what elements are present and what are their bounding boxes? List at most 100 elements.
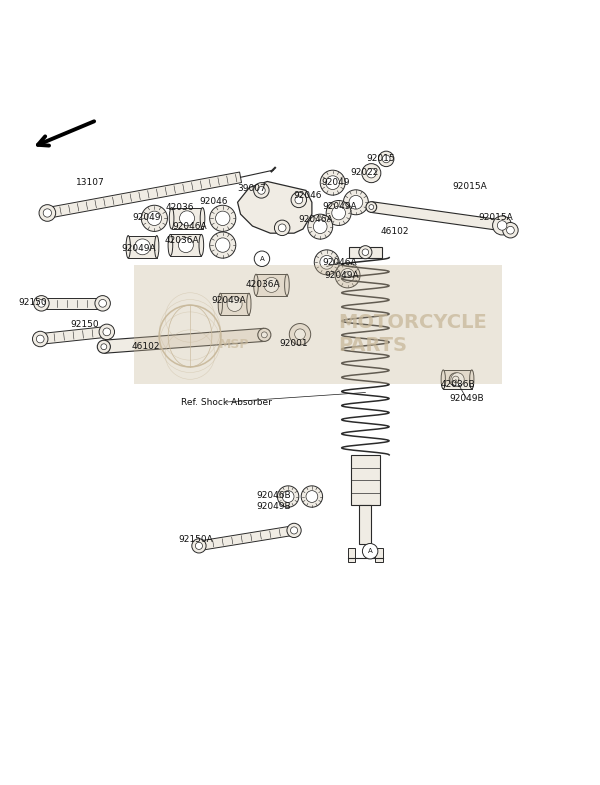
Circle shape	[452, 376, 459, 383]
Circle shape	[215, 238, 230, 252]
Ellipse shape	[155, 236, 159, 258]
Circle shape	[99, 324, 115, 340]
Text: 92150: 92150	[18, 298, 47, 307]
Text: MSP: MSP	[220, 338, 250, 352]
Text: 39007: 39007	[237, 184, 266, 193]
Circle shape	[134, 239, 151, 255]
Ellipse shape	[218, 294, 223, 315]
Circle shape	[274, 220, 290, 235]
Ellipse shape	[126, 236, 130, 258]
Circle shape	[278, 224, 286, 232]
Bar	[172, 207, 203, 229]
Text: 92046B: 92046B	[257, 491, 291, 500]
Circle shape	[295, 329, 305, 340]
Circle shape	[32, 331, 48, 347]
Circle shape	[335, 263, 360, 288]
Circle shape	[362, 249, 368, 255]
Circle shape	[320, 255, 334, 269]
Bar	[349, 246, 382, 257]
Text: 92046: 92046	[293, 191, 322, 199]
Text: 92001: 92001	[280, 338, 308, 348]
Circle shape	[196, 542, 203, 550]
Circle shape	[103, 328, 110, 336]
Circle shape	[101, 344, 107, 349]
Circle shape	[43, 209, 52, 217]
Text: 92046A: 92046A	[323, 258, 357, 268]
Text: 92150A: 92150A	[179, 535, 214, 545]
Text: 92049A: 92049A	[322, 202, 356, 211]
Circle shape	[291, 192, 307, 207]
Text: 42036: 42036	[166, 203, 194, 211]
Circle shape	[362, 163, 381, 183]
Circle shape	[227, 297, 242, 312]
Circle shape	[178, 238, 193, 253]
Ellipse shape	[254, 274, 259, 296]
Circle shape	[34, 296, 49, 311]
Circle shape	[493, 216, 512, 235]
Text: 92049A: 92049A	[211, 297, 246, 305]
Polygon shape	[103, 328, 265, 353]
Ellipse shape	[284, 274, 289, 296]
Circle shape	[301, 486, 323, 507]
Ellipse shape	[247, 294, 251, 315]
Circle shape	[506, 226, 514, 234]
Bar	[376, 548, 383, 562]
Text: 92049B: 92049B	[257, 502, 291, 511]
Circle shape	[179, 211, 194, 226]
Text: MOTORCYCLE
PARTS: MOTORCYCLE PARTS	[338, 313, 487, 356]
Circle shape	[359, 246, 372, 259]
Text: 92046: 92046	[200, 196, 228, 206]
Bar	[170, 235, 202, 256]
Text: 46102: 46102	[131, 341, 160, 351]
Text: 92049: 92049	[322, 178, 350, 187]
Circle shape	[192, 539, 206, 553]
Ellipse shape	[200, 207, 205, 229]
Text: 92015A: 92015A	[479, 213, 514, 221]
Circle shape	[349, 195, 363, 209]
Text: 92015: 92015	[366, 155, 395, 163]
Circle shape	[209, 232, 236, 258]
Ellipse shape	[168, 235, 173, 256]
Ellipse shape	[441, 370, 445, 389]
Circle shape	[320, 170, 345, 195]
Bar	[347, 548, 355, 562]
Text: A: A	[368, 548, 373, 554]
Circle shape	[295, 196, 302, 204]
Circle shape	[369, 205, 374, 210]
Circle shape	[326, 200, 351, 225]
Circle shape	[262, 332, 267, 338]
Circle shape	[147, 211, 161, 225]
Polygon shape	[46, 172, 242, 218]
Text: 42036A: 42036A	[245, 280, 280, 290]
Text: 42036A: 42036A	[165, 236, 200, 245]
Text: 46102: 46102	[381, 227, 409, 236]
Circle shape	[254, 183, 269, 198]
Polygon shape	[41, 298, 103, 309]
Circle shape	[326, 176, 340, 189]
Circle shape	[451, 373, 464, 386]
Circle shape	[209, 205, 236, 232]
Circle shape	[97, 340, 110, 353]
Circle shape	[95, 296, 110, 311]
Text: 92049A: 92049A	[324, 271, 359, 280]
Text: 92046A: 92046A	[299, 215, 334, 224]
Text: 92049B: 92049B	[449, 394, 484, 403]
Ellipse shape	[169, 207, 174, 229]
Circle shape	[38, 299, 45, 307]
Circle shape	[382, 155, 390, 162]
Circle shape	[37, 335, 44, 343]
Circle shape	[313, 220, 327, 233]
Circle shape	[379, 152, 394, 166]
Circle shape	[366, 202, 377, 213]
Circle shape	[289, 323, 311, 345]
Bar	[220, 294, 249, 315]
Polygon shape	[238, 181, 312, 233]
Circle shape	[497, 221, 507, 230]
Text: 92022: 92022	[350, 168, 379, 177]
Circle shape	[497, 220, 508, 231]
Circle shape	[282, 491, 294, 502]
Ellipse shape	[470, 370, 474, 389]
Circle shape	[99, 299, 107, 307]
Polygon shape	[198, 526, 295, 550]
Text: A: A	[260, 256, 265, 261]
